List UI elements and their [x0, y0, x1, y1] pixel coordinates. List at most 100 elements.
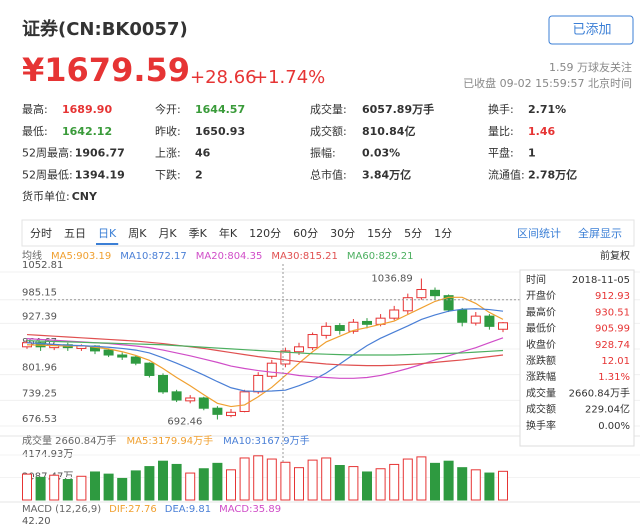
- tab-bar: [21, 219, 635, 247]
- volume-bar: [470, 469, 481, 501]
- tab[interactable]: 季K: [189, 227, 208, 240]
- stat-value: 1906.77: [75, 147, 125, 160]
- ma-line: [26, 333, 504, 367]
- stat-value: 1642.12: [62, 125, 112, 138]
- candle-body: [430, 289, 440, 297]
- tooltip-value: 2660.84万手: [569, 386, 630, 399]
- candle-body: [443, 295, 454, 311]
- stat-label: 换手:: [488, 102, 514, 116]
- volume-bar: [144, 466, 155, 501]
- ma-line: [26, 308, 504, 393]
- candle-body: [402, 297, 413, 312]
- volume-bar: [253, 455, 264, 501]
- candle-body: [294, 346, 304, 353]
- candle-body: [226, 411, 236, 417]
- volume-bar: [294, 467, 304, 501]
- tooltip-label: 收盘价: [526, 338, 556, 351]
- tooltip-label: 开盘价: [526, 289, 556, 302]
- volume-legend: 成交量 2660.84万手: [22, 434, 117, 447]
- candle-body: [158, 374, 168, 393]
- tab[interactable]: 30分: [330, 227, 355, 240]
- tab[interactable]: 120分: [249, 227, 281, 240]
- stat-label: 上涨:: [155, 147, 181, 160]
- tab[interactable]: 15分: [367, 227, 392, 240]
- candle-body: [239, 391, 250, 412]
- stat-value: 1689.90: [62, 103, 112, 116]
- stat-label: 总市值:: [310, 167, 347, 181]
- macd-tick-label: 42.20: [22, 516, 51, 525]
- volume-bar: [103, 473, 114, 501]
- tab[interactable]: 月K: [158, 227, 177, 240]
- adjust-toggle[interactable]: 前复权: [600, 249, 630, 262]
- candle-body: [362, 320, 372, 325]
- tab-action[interactable]: 区间统计: [517, 227, 561, 240]
- tab[interactable]: 5分: [404, 227, 422, 240]
- stat-label: 今开:: [155, 102, 181, 116]
- volume-bar: [90, 471, 100, 501]
- volume-bar: [457, 467, 468, 501]
- stat-value: 0.03%: [362, 147, 400, 160]
- candle-body: [130, 356, 141, 364]
- candle-body: [389, 309, 400, 319]
- ma-line: [26, 337, 504, 379]
- candle-body: [457, 309, 468, 323]
- candle-body: [117, 354, 128, 358]
- tab-active-underline: [96, 243, 119, 245]
- tab[interactable]: 1分: [434, 227, 452, 240]
- price-change: +28.66: [190, 67, 257, 88]
- candle-body: [198, 397, 209, 409]
- followers: 1.59 万球友关注: [549, 60, 632, 74]
- stat-label: 最低:: [22, 125, 48, 138]
- candle-body: [416, 289, 427, 299]
- volume-bar: [171, 463, 182, 501]
- volume-bar: [334, 465, 345, 501]
- volume-bar: [362, 471, 372, 501]
- tab[interactable]: 60分: [293, 227, 318, 240]
- volume-bar: [117, 477, 128, 501]
- y-tick-label: 801.96: [22, 363, 57, 374]
- stat-label: 昨收:: [155, 124, 181, 138]
- ma-line: [26, 296, 504, 408]
- volume-bar: [416, 456, 427, 501]
- tooltip-label: 最低价: [526, 322, 556, 335]
- volume-bar: [76, 475, 87, 501]
- stat-label: 振幅:: [310, 146, 336, 160]
- tab[interactable]: 五日: [64, 227, 86, 240]
- macd-legend: DEA:9.81: [165, 504, 211, 515]
- tooltip-label: 时间: [526, 273, 546, 286]
- price: ¥1679.59: [22, 51, 190, 89]
- stat-value: 6057.89万手: [362, 102, 434, 116]
- volume-bar: [35, 476, 46, 501]
- candle-body: [334, 325, 345, 331]
- candle-body: [144, 362, 155, 376]
- volume-bar: [402, 458, 413, 501]
- tab[interactable]: 周K: [128, 227, 147, 240]
- candle-body: [348, 321, 359, 332]
- ma-legend: MA5:903.19: [51, 251, 111, 262]
- tooltip-value: 928.74: [595, 340, 630, 351]
- tab-action[interactable]: 全屏显示: [578, 226, 622, 240]
- volume-bar: [484, 472, 495, 501]
- ma-legend: MA60:829.21: [347, 251, 414, 262]
- volume-bar: [266, 458, 277, 501]
- tab[interactable]: 年K: [219, 226, 238, 240]
- tooltip-value: 229.04亿: [585, 403, 630, 416]
- status: 已收盘 09-02 15:59:57 北京时间: [463, 76, 632, 90]
- tab[interactable]: 分时: [30, 227, 52, 240]
- follow-button[interactable]: [548, 15, 634, 45]
- volume-bar: [280, 461, 291, 501]
- candle-body: [307, 334, 318, 349]
- volume-legend: MA10:3167.9万手: [223, 434, 310, 447]
- stat-value: 1394.19: [75, 168, 125, 181]
- follow-button-label[interactable]: 已添加: [572, 23, 611, 38]
- stat-label: 52周最高:: [22, 146, 73, 160]
- y-tick-label: 739.25: [22, 388, 57, 399]
- candle-body: [321, 325, 332, 336]
- tab[interactable]: 日K: [98, 227, 117, 240]
- candle-body: [280, 350, 291, 365]
- tooltip-label: 涨跌幅: [526, 370, 556, 383]
- y-tick-label: 985.15: [22, 288, 57, 299]
- candle-body: [171, 391, 182, 401]
- tooltip-value: 0.00%: [598, 421, 630, 432]
- tooltip-label: 成交额: [526, 403, 556, 416]
